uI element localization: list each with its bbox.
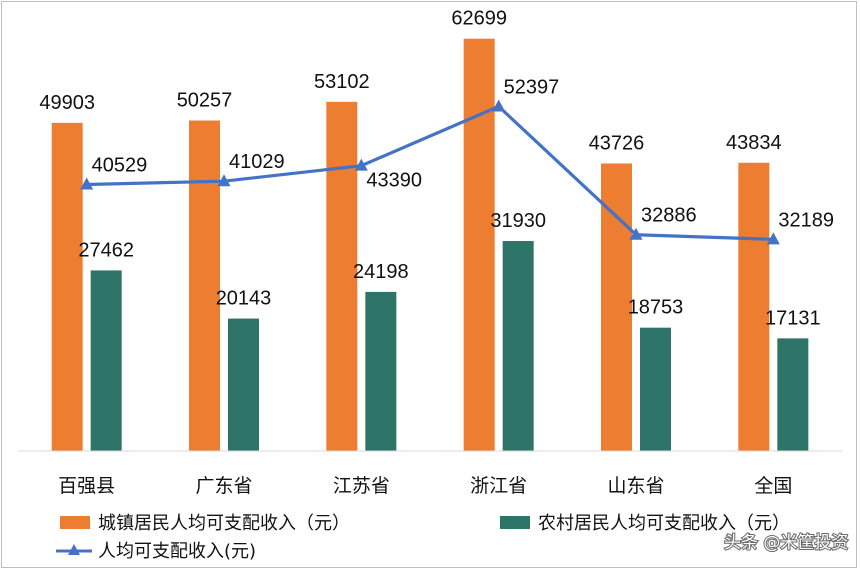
x-tick-label-0: 百强县	[58, 475, 115, 497]
bar-rural-1	[228, 318, 259, 451]
legend-label-rural: 农村居民人均可支配收入（元）	[538, 513, 790, 534]
bar-rural-0	[90, 270, 122, 451]
data-label-rural-2: 24198	[353, 261, 409, 283]
bars-layer	[51, 38, 809, 452]
legend-item-urban: 城镇居民人均可支配收入（元）	[60, 513, 350, 534]
legend-label-per-capita: 人均可支配收入(元)	[98, 541, 256, 562]
data-labels-layer: 49903 27462 50257 20143 53102 24198 62699 31930…	[39, 8, 834, 330]
bar-rural-2	[365, 291, 397, 451]
bar-urban-0	[51, 122, 83, 451]
legend: 城镇居民人均可支配收入（元） 农村居民人均可支配收入（元） 人均可支配收入(元)	[56, 513, 790, 562]
data-label-per-capita-3: 52397	[504, 76, 560, 98]
line-point-0	[80, 177, 94, 190]
data-label-per-capita-4: 32886	[641, 205, 697, 227]
data-label-urban-3: 62699	[451, 8, 507, 30]
line-point-4	[629, 227, 643, 240]
line-layer	[80, 99, 780, 245]
legend-label-urban: 城镇居民人均可支配收入（元）	[98, 513, 350, 534]
data-label-urban-0: 49903	[39, 92, 95, 114]
legend-triangle-icon	[68, 544, 80, 555]
line-point-5	[766, 232, 780, 245]
data-label-rural-1: 20143	[216, 288, 272, 310]
x-tick-label-5: 全国	[754, 475, 792, 497]
data-label-per-capita-0: 40529	[92, 154, 148, 176]
data-label-urban-1: 50257	[177, 90, 233, 112]
data-label-rural-5: 17131	[765, 307, 821, 329]
bar-rural-5	[777, 338, 809, 451]
data-label-per-capita-2: 43390	[366, 170, 422, 192]
x-tick-labels: 百强县 广东省 江苏省 浙江省 山东省 全国	[58, 475, 792, 497]
legend-item-per-capita: 人均可支配收入(元)	[56, 541, 256, 562]
data-label-per-capita-5: 32189	[778, 209, 834, 231]
watermark: 头条 @米筐投资 头条 @米筐投资	[723, 532, 849, 554]
line-point-2	[354, 158, 368, 171]
watermark-shadow: 头条 @米筐投资	[725, 534, 849, 554]
bar-rural-3	[502, 241, 534, 451]
bar-urban-1	[189, 120, 220, 451]
watermark-text: 头条 @米筐投资	[724, 533, 848, 553]
line-point-3	[492, 99, 506, 112]
bar-urban-5	[738, 162, 770, 451]
x-tick-label-1: 广东省	[195, 475, 252, 497]
x-tick-label-3: 浙江省	[470, 475, 527, 497]
data-label-urban-5: 43834	[726, 132, 782, 154]
data-label-urban-4: 43726	[589, 132, 645, 154]
x-tick-label-4: 山东省	[607, 475, 664, 497]
data-label-rural-3: 31930	[490, 210, 546, 232]
bar-rural-4	[640, 327, 671, 451]
data-label-per-capita-1: 41029	[229, 151, 285, 173]
data-label-urban-2: 53102	[314, 71, 370, 93]
bar-urban-3	[463, 38, 495, 452]
line-point-1	[217, 174, 231, 187]
data-label-rural-4: 18753	[628, 297, 684, 319]
line-per-capita	[86, 104, 774, 241]
legend-item-rural: 农村居民人均可支配收入（元）	[500, 513, 790, 534]
legend-swatch-urban	[60, 516, 90, 529]
legend-swatch-rural	[500, 516, 530, 529]
x-tick-label-2: 江苏省	[333, 475, 390, 497]
data-label-rural-0: 27462	[78, 239, 134, 261]
bar-urban-4	[601, 163, 632, 451]
bar-urban-2	[326, 101, 358, 451]
